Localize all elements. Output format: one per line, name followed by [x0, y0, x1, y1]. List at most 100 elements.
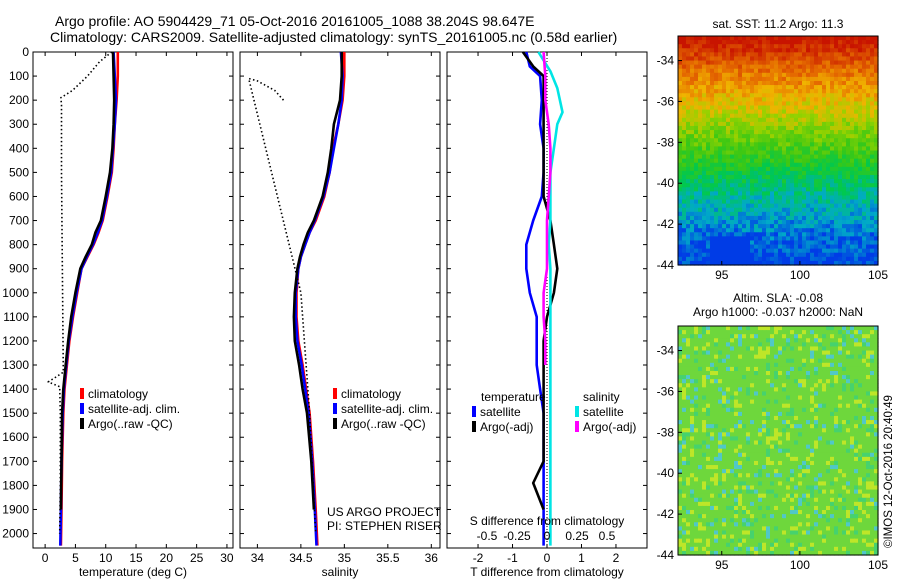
map-y-tick-label: -34	[657, 344, 675, 358]
legend-swatch	[80, 388, 84, 399]
legend-title-temperature: temperature	[481, 390, 546, 404]
legend-swatch	[80, 418, 84, 429]
x-tick-label: 36	[425, 551, 439, 565]
y-tick-label: 100	[9, 69, 29, 83]
y-tick-label: 1400	[2, 382, 29, 396]
x-tick-label: 10	[99, 551, 113, 565]
y-tick-label: 300	[9, 117, 29, 131]
credit-project: US ARGO PROJECT	[327, 505, 442, 519]
series-t-satellite	[526, 52, 543, 546]
legend-label: satellite	[583, 405, 624, 419]
x-tick-label: 34	[251, 551, 265, 565]
x-tick-label: 15	[129, 551, 143, 565]
imos-credit: ©IMOS 12-Oct-2016 20:40:49	[883, 395, 895, 548]
map-x-tick-label: 95	[715, 558, 729, 572]
map-x-tick-label: 105	[868, 558, 888, 572]
plot-frame	[447, 52, 647, 548]
y-tick-label: 700	[9, 214, 29, 228]
top-x-tick-label: -0.5	[477, 529, 498, 543]
series-raw	[48, 52, 112, 534]
x-tick-label: 5	[72, 551, 79, 565]
header-line1: Argo profile: AO 5904429_71 05-Oct-2016 …	[55, 13, 535, 29]
top-x-tick-label: 0.5	[599, 529, 616, 543]
y-tick-label: 1000	[2, 286, 29, 300]
legend-label: climatology	[341, 387, 401, 401]
y-tick-label: 200	[9, 93, 29, 107]
map-subtitle: Argo h1000: -0.037 h2000: NaN	[693, 305, 863, 319]
map-x-tick-label: 100	[790, 558, 810, 572]
x-axis-label: T difference from climatology	[470, 565, 624, 579]
legend-swatch	[333, 418, 337, 429]
map-x-tick-label: 100	[790, 268, 810, 282]
map-y-tick-label: -36	[657, 94, 675, 108]
series-climatology	[61, 52, 118, 546]
map-y-tick-label: -40	[657, 466, 675, 480]
x-tick-label: 35.5	[376, 551, 400, 565]
x-tick-label: 34.5	[289, 551, 313, 565]
top-x-tick-label: -0.25	[503, 529, 531, 543]
legend-label: Argo(..raw -QC)	[341, 417, 426, 431]
series-s-satellite	[538, 52, 562, 546]
x-tick-label: -2	[473, 551, 484, 565]
map-y-tick-label: -42	[657, 217, 675, 231]
legend-swatch	[472, 421, 476, 432]
map-y-tick-label: -38	[657, 135, 675, 149]
series-argo	[61, 52, 114, 510]
legend-label: Argo(-adj)	[583, 420, 636, 434]
x-tick-label: 0	[42, 551, 49, 565]
x-tick-label: 20	[160, 551, 174, 565]
x-axis-label: salinity	[322, 565, 359, 579]
y-tick-label: 1100	[3, 310, 29, 324]
y-tick-label: 0	[22, 45, 29, 59]
series-raw	[249, 79, 316, 534]
map-raster	[678, 326, 879, 556]
legend-swatch	[333, 403, 337, 414]
map-title: Altim. SLA: -0.08	[733, 291, 823, 305]
y-tick-label: 1600	[2, 430, 29, 444]
temperature-panel: 0100200300400500600700800900100011001200…	[2, 45, 234, 579]
map-y-tick-label: -44	[657, 548, 675, 562]
legend-label: Argo(-adj)	[480, 420, 533, 434]
y-tick-label: 1200	[2, 334, 29, 348]
map-x-tick-label: 95	[715, 268, 729, 282]
legend-swatch	[575, 406, 579, 417]
x-tick-label: 2	[613, 551, 620, 565]
map-y-tick-label: -34	[657, 54, 675, 68]
x-axis-label: temperature (deg C)	[79, 565, 187, 579]
y-tick-label: 1300	[2, 358, 29, 372]
top-x-tick-label: 0.25	[565, 529, 589, 543]
y-tick-label: 2000	[2, 527, 29, 541]
map-y-tick-label: -42	[657, 507, 675, 521]
series-argo	[294, 52, 342, 510]
x-tick-label: 0	[544, 551, 551, 565]
x-tick-label: 1	[578, 551, 585, 565]
legend-label: climatology	[88, 387, 148, 401]
map-raster	[678, 36, 879, 266]
y-tick-label: 1500	[2, 406, 29, 420]
credit-pi: PI: STEPHEN RISER	[327, 519, 442, 533]
y-tick-label: 900	[9, 262, 29, 276]
map-y-tick-label: -44	[657, 258, 675, 272]
map-y-tick-label: -36	[657, 384, 675, 398]
x-tick-label: 30	[220, 551, 234, 565]
x-tick-label: -1	[507, 551, 518, 565]
legend-swatch	[80, 403, 84, 414]
x-tick-label: 35	[338, 551, 352, 565]
legend-swatch	[472, 406, 476, 417]
legend-label: satellite-adj. clim.	[341, 402, 433, 416]
y-tick-label: 1900	[2, 502, 29, 516]
legend-label: satellite-adj. clim.	[88, 402, 180, 416]
sst-map-panel: sat. SST: 11.2 Argo: 11.3-34-36-38-40-42…	[657, 17, 889, 282]
legend-title-salinity: salinity	[583, 390, 620, 404]
y-tick-label: 800	[9, 238, 29, 252]
series-satellite-adj-clim-	[60, 52, 116, 546]
plot-frame	[240, 52, 440, 548]
y-tick-label: 600	[9, 189, 29, 203]
legend-swatch	[333, 388, 337, 399]
y-tick-label: 500	[9, 165, 29, 179]
y-tick-label: 400	[9, 141, 29, 155]
